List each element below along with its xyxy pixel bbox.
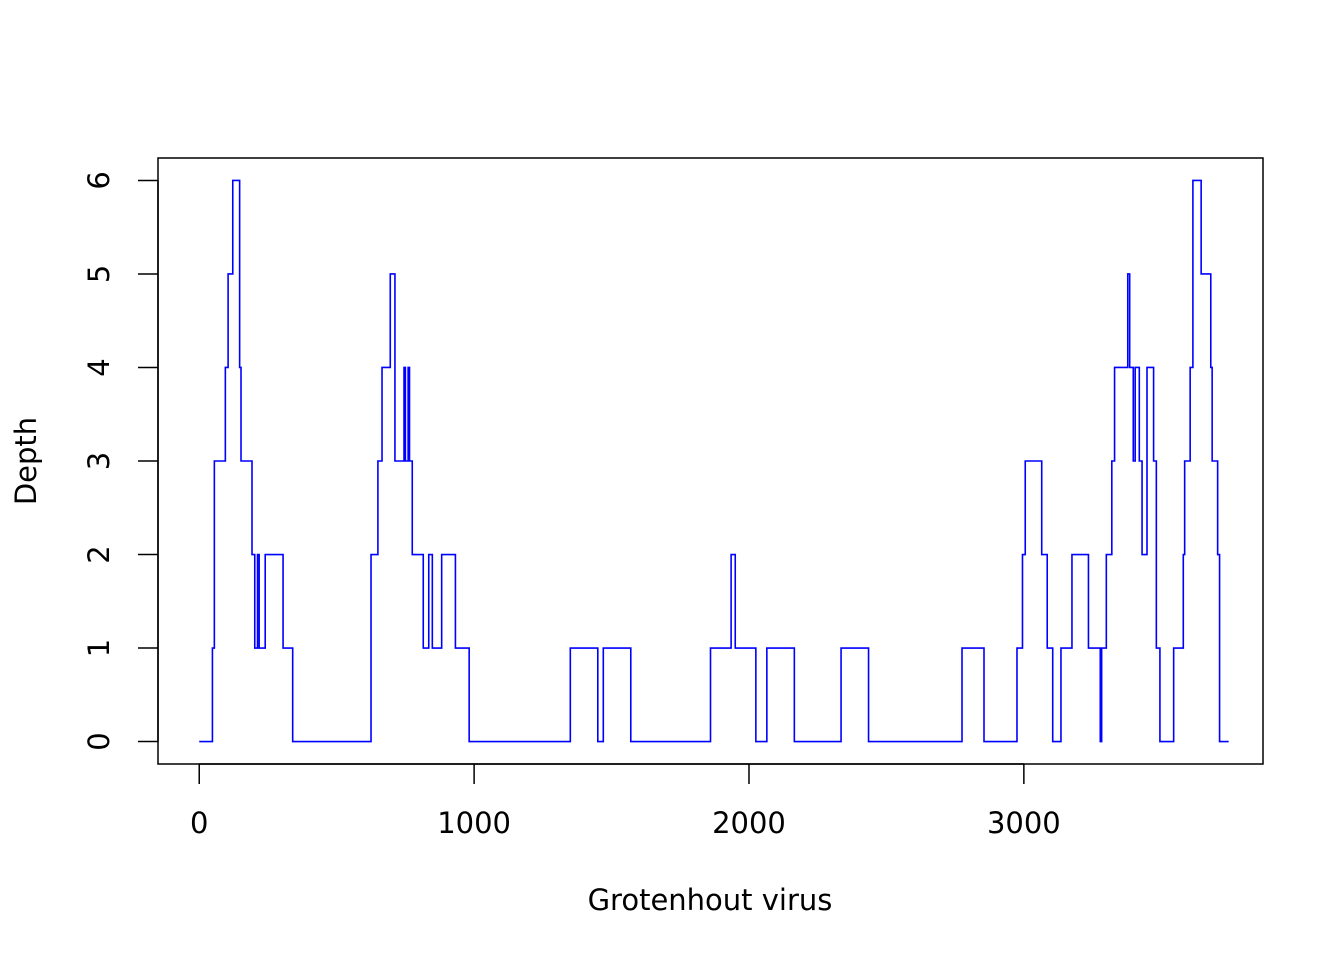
x-axis: 0 1000 2000 3000 [190,763,1061,840]
y-tick-label: 3 [82,452,116,470]
x-tick-label: 2000 [712,806,786,840]
y-tick-label: 5 [82,265,116,283]
y-tick-label: 0 [82,732,116,750]
series-layer [199,179,1229,743]
y-axis-label: Depth [9,417,43,505]
x-axis-label: Grotenhout virus [588,883,833,917]
y-tick-label: 4 [82,358,116,376]
x-tick-label: 3000 [987,806,1061,840]
x-tick-label: 1000 [437,806,511,840]
y-tick-label: 6 [82,171,116,189]
y-axis: 0 1 2 3 4 5 6 [82,171,159,751]
y-tick-label: 2 [82,545,116,563]
x-tick-label: 0 [190,806,208,840]
y-tick-label: 1 [82,639,116,657]
series-line [199,179,1229,743]
